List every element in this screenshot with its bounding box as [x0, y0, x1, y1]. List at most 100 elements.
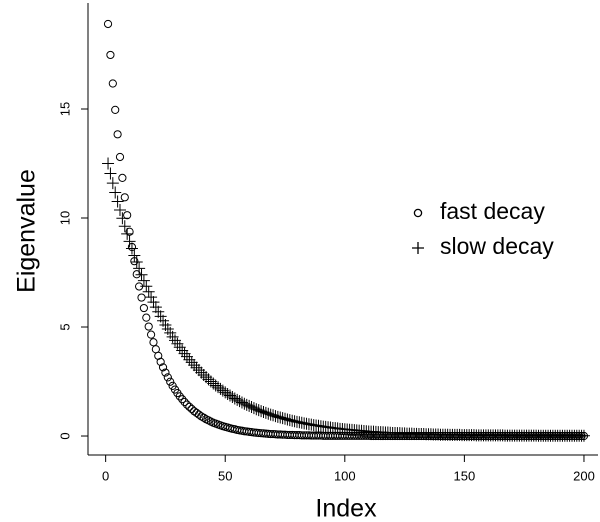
data-point: [212, 381, 225, 394]
data-point: [145, 291, 158, 304]
data-point: [185, 356, 198, 369]
legend-label: slow decay: [440, 233, 554, 259]
data-point: [120, 193, 129, 202]
data-point: [214, 382, 227, 395]
data-point: [190, 361, 203, 374]
data-point: [231, 393, 244, 406]
data-point: [142, 313, 151, 322]
data-point: [195, 366, 208, 379]
data-point: [163, 373, 172, 382]
x-tick-label: 50: [218, 468, 232, 483]
data-point: [267, 409, 280, 422]
data-point: [257, 406, 270, 419]
data-point: [281, 413, 294, 426]
y-axis-title: Eigenvalue: [13, 169, 41, 293]
data-point: [228, 392, 241, 405]
data-point: [180, 350, 193, 363]
data-point: [271, 410, 284, 423]
data-point: [173, 341, 186, 354]
data-point: [149, 301, 162, 314]
data-point: [135, 268, 148, 281]
data-point: [123, 211, 132, 220]
data-point: [139, 303, 149, 313]
data-point: [152, 305, 165, 318]
x-axis-title: Index: [315, 495, 377, 522]
data-point: [137, 293, 146, 302]
data-point: [255, 405, 268, 418]
data-point: [171, 337, 184, 350]
data-point: [235, 396, 248, 409]
data-point: [116, 212, 129, 225]
x-tick-label: 0: [102, 468, 109, 483]
data-point: [175, 392, 184, 401]
data-point: [128, 249, 141, 262]
data-point: [118, 220, 131, 233]
x-tick-label: 200: [573, 468, 595, 483]
data-point: [147, 296, 160, 309]
data-point: [279, 412, 292, 425]
data-point: [245, 401, 258, 414]
data-point: [250, 403, 263, 416]
data-point: [106, 50, 115, 60]
data-point: [219, 386, 232, 399]
data-point: [161, 368, 170, 377]
data-point: [178, 347, 191, 360]
data-point: [283, 414, 296, 427]
data-point: [274, 411, 287, 424]
legend-marker: [413, 208, 423, 218]
data-point: [269, 410, 282, 423]
data-point: [262, 407, 275, 420]
data-point: [156, 357, 165, 366]
data-point: [180, 397, 189, 407]
data-point: [166, 330, 179, 343]
x-tick-label: 150: [454, 468, 476, 483]
data-point: [243, 399, 256, 412]
data-point: [295, 416, 308, 429]
data-point: [221, 387, 234, 400]
data-point: [121, 227, 134, 240]
y-tick-label: 0: [57, 432, 72, 439]
data-point: [176, 344, 189, 357]
data-point: [209, 379, 222, 392]
data-point: [188, 359, 201, 372]
data-point: [130, 256, 143, 269]
data-point: [199, 413, 208, 422]
data-point: [240, 398, 253, 411]
data-point: [264, 408, 277, 421]
data-point: [142, 285, 155, 298]
data-point: [182, 400, 192, 409]
data-point: [192, 408, 201, 418]
data-point: [158, 363, 168, 372]
data-point: [226, 390, 239, 403]
x-tick-label: 100: [334, 468, 356, 483]
data-point: [178, 395, 187, 404]
data-point: [259, 406, 272, 419]
data-point: [276, 412, 289, 425]
data-point: [115, 152, 125, 162]
data-point: [216, 384, 229, 397]
data-point: [137, 274, 150, 287]
data-point: [104, 167, 117, 180]
data-point: [185, 402, 194, 411]
data-point: [146, 330, 156, 339]
data-point: [169, 334, 182, 347]
data-point: [108, 79, 117, 88]
data-point: [102, 157, 115, 170]
data-point: [109, 186, 122, 199]
data-point: [133, 262, 146, 275]
legend-marker: [412, 242, 424, 254]
data-point: [288, 415, 301, 428]
data-point: [577, 429, 590, 442]
data-point: [123, 235, 136, 248]
data-point: [111, 105, 120, 114]
data-point: [144, 322, 153, 331]
data-point: [238, 397, 251, 410]
data-point: [106, 177, 119, 190]
data-point: [149, 338, 158, 347]
data-point: [118, 173, 127, 182]
data-point: [111, 195, 124, 208]
data-point: [192, 364, 205, 377]
y-tick-label: 15: [57, 102, 72, 116]
y-tick-label: 10: [57, 211, 72, 225]
